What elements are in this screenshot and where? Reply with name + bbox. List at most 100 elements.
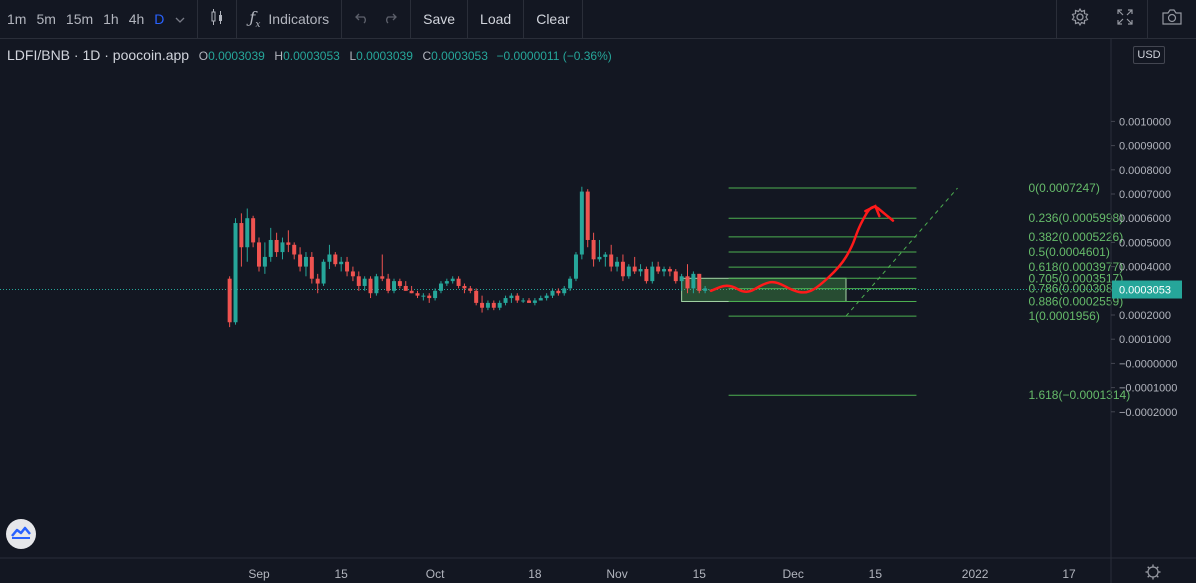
- undo-button[interactable]: [348, 0, 376, 38]
- price-tick-label: 0.0001000: [1119, 334, 1171, 346]
- candle: [257, 237, 261, 272]
- timeframe-dropdown[interactable]: [169, 0, 191, 38]
- open-value: 0.0003039: [208, 49, 265, 63]
- candle: [603, 252, 608, 267]
- candle-body: [386, 278, 391, 291]
- candle: [427, 293, 432, 303]
- candle: [562, 285, 567, 296]
- candle: [532, 298, 537, 306]
- candle: [327, 244, 332, 270]
- screenshot-button[interactable]: [1148, 0, 1196, 38]
- timeframe-1m[interactable]: 1m: [7, 11, 27, 27]
- candle: [644, 266, 649, 284]
- axis-settings-icon[interactable]: [1145, 564, 1161, 580]
- price-axis[interactable]: 0.0010000 0.0009000 0.0008000 0.0007000 0.00…: [1110, 39, 1182, 583]
- fibonacci-retracement[interactable]: 0(0.0007247) 0.236(0.0005998) 0.382(0.0005…: [681, 181, 1131, 402]
- settings-button[interactable]: [1057, 0, 1103, 38]
- price-tick-label: 0.0002000: [1119, 310, 1171, 322]
- redo-button[interactable]: [376, 0, 404, 38]
- candle-body: [251, 218, 256, 243]
- toolbar-divider: [523, 0, 525, 38]
- gear-icon: [1070, 7, 1090, 31]
- candle-body: [321, 261, 326, 284]
- candle: [403, 281, 408, 291]
- change-value: −0.0000011 (−0.36%): [496, 49, 612, 63]
- close-label: C: [422, 49, 432, 63]
- timeframe-4h[interactable]: 4h: [128, 11, 145, 27]
- candle: [544, 293, 549, 301]
- candle-body: [368, 278, 373, 294]
- candle: [456, 276, 461, 289]
- symbol-legend: LDFI/BNB · 1D · poocoin.app O0.0003039 H…: [7, 47, 612, 63]
- indicators-button[interactable]: ƒx Indicators: [243, 0, 335, 38]
- logo-icon: [10, 525, 32, 544]
- candle: [315, 273, 320, 294]
- fib-level-label: 0.786(0.0003088): [1028, 282, 1123, 296]
- candle: [703, 285, 708, 294]
- candle-body: [433, 290, 438, 299]
- candle-body: [456, 278, 461, 286]
- candle-body: [550, 290, 555, 296]
- price-tick-label: 0.0004000: [1119, 262, 1171, 274]
- candle: [673, 269, 678, 284]
- candle: [239, 213, 244, 267]
- candle: [667, 266, 672, 277]
- candle: [620, 254, 625, 282]
- candle: [579, 186, 584, 260]
- candles-icon: [210, 7, 224, 31]
- candle-body: [315, 278, 320, 284]
- time-axis[interactable]: Sep 15 Oct 18 Nov 15 Dec 15 2022 17: [0, 557, 1196, 581]
- time-tick-label: 2022: [962, 567, 989, 581]
- last-price-tag: [1112, 280, 1182, 299]
- timeframe-15m[interactable]: 15m: [65, 11, 94, 27]
- candle-body: [444, 281, 449, 284]
- candle: [274, 232, 279, 257]
- fx-icon: ƒx: [249, 7, 261, 31]
- candle-body: [509, 295, 514, 299]
- candle-body: [438, 283, 443, 291]
- timeframe-5m[interactable]: 5m: [36, 11, 56, 27]
- candle-body: [280, 242, 285, 253]
- price-tick-label: 0.0006000: [1119, 213, 1171, 225]
- candle-body: [233, 223, 238, 323]
- freehand-drawing[interactable]: [709, 204, 895, 294]
- time-tick-label: Dec: [782, 567, 803, 581]
- candle: [615, 256, 620, 272]
- time-tick-label: 15: [335, 567, 349, 581]
- candle-body: [362, 278, 367, 286]
- candle: [591, 232, 596, 267]
- currency-selector[interactable]: USD: [1133, 46, 1165, 64]
- fib-level-label: 0.618(0.0003977): [1028, 260, 1123, 274]
- candle-body: [274, 239, 279, 253]
- candle: [485, 300, 490, 311]
- candle: [656, 261, 661, 274]
- chart-type-button[interactable]: [204, 0, 230, 38]
- candle: [303, 252, 308, 277]
- candle-body: [515, 295, 520, 301]
- candle-body: [620, 261, 625, 277]
- candle: [392, 278, 397, 294]
- tradingview-logo[interactable]: [6, 519, 36, 549]
- candle-body: [303, 256, 308, 267]
- candle-body: [667, 269, 672, 272]
- freehand-arrowhead: [864, 204, 881, 218]
- candle-body: [333, 254, 338, 265]
- save-button[interactable]: Save: [423, 11, 456, 27]
- candle: [679, 273, 684, 291]
- candle: [356, 271, 361, 291]
- candle: [280, 237, 285, 260]
- candle: [380, 254, 385, 282]
- price-tick-label: −0.0001000: [1119, 383, 1177, 395]
- low-value: 0.0003039: [356, 49, 413, 63]
- price-chart[interactable]: 0(0.0007247) 0.236(0.0005998) 0.382(0.0005…: [0, 39, 1196, 583]
- timeframe-1h[interactable]: 1h: [103, 11, 119, 27]
- toolbar-divider: [197, 0, 199, 38]
- fullscreen-button[interactable]: [1103, 0, 1147, 38]
- candle: [227, 276, 232, 328]
- candle-body: [421, 295, 426, 297]
- candle: [691, 271, 696, 294]
- timeframe-d[interactable]: D: [154, 11, 165, 27]
- candle: [397, 278, 402, 289]
- load-button[interactable]: Load: [480, 11, 512, 27]
- clear-button[interactable]: Clear: [536, 11, 570, 27]
